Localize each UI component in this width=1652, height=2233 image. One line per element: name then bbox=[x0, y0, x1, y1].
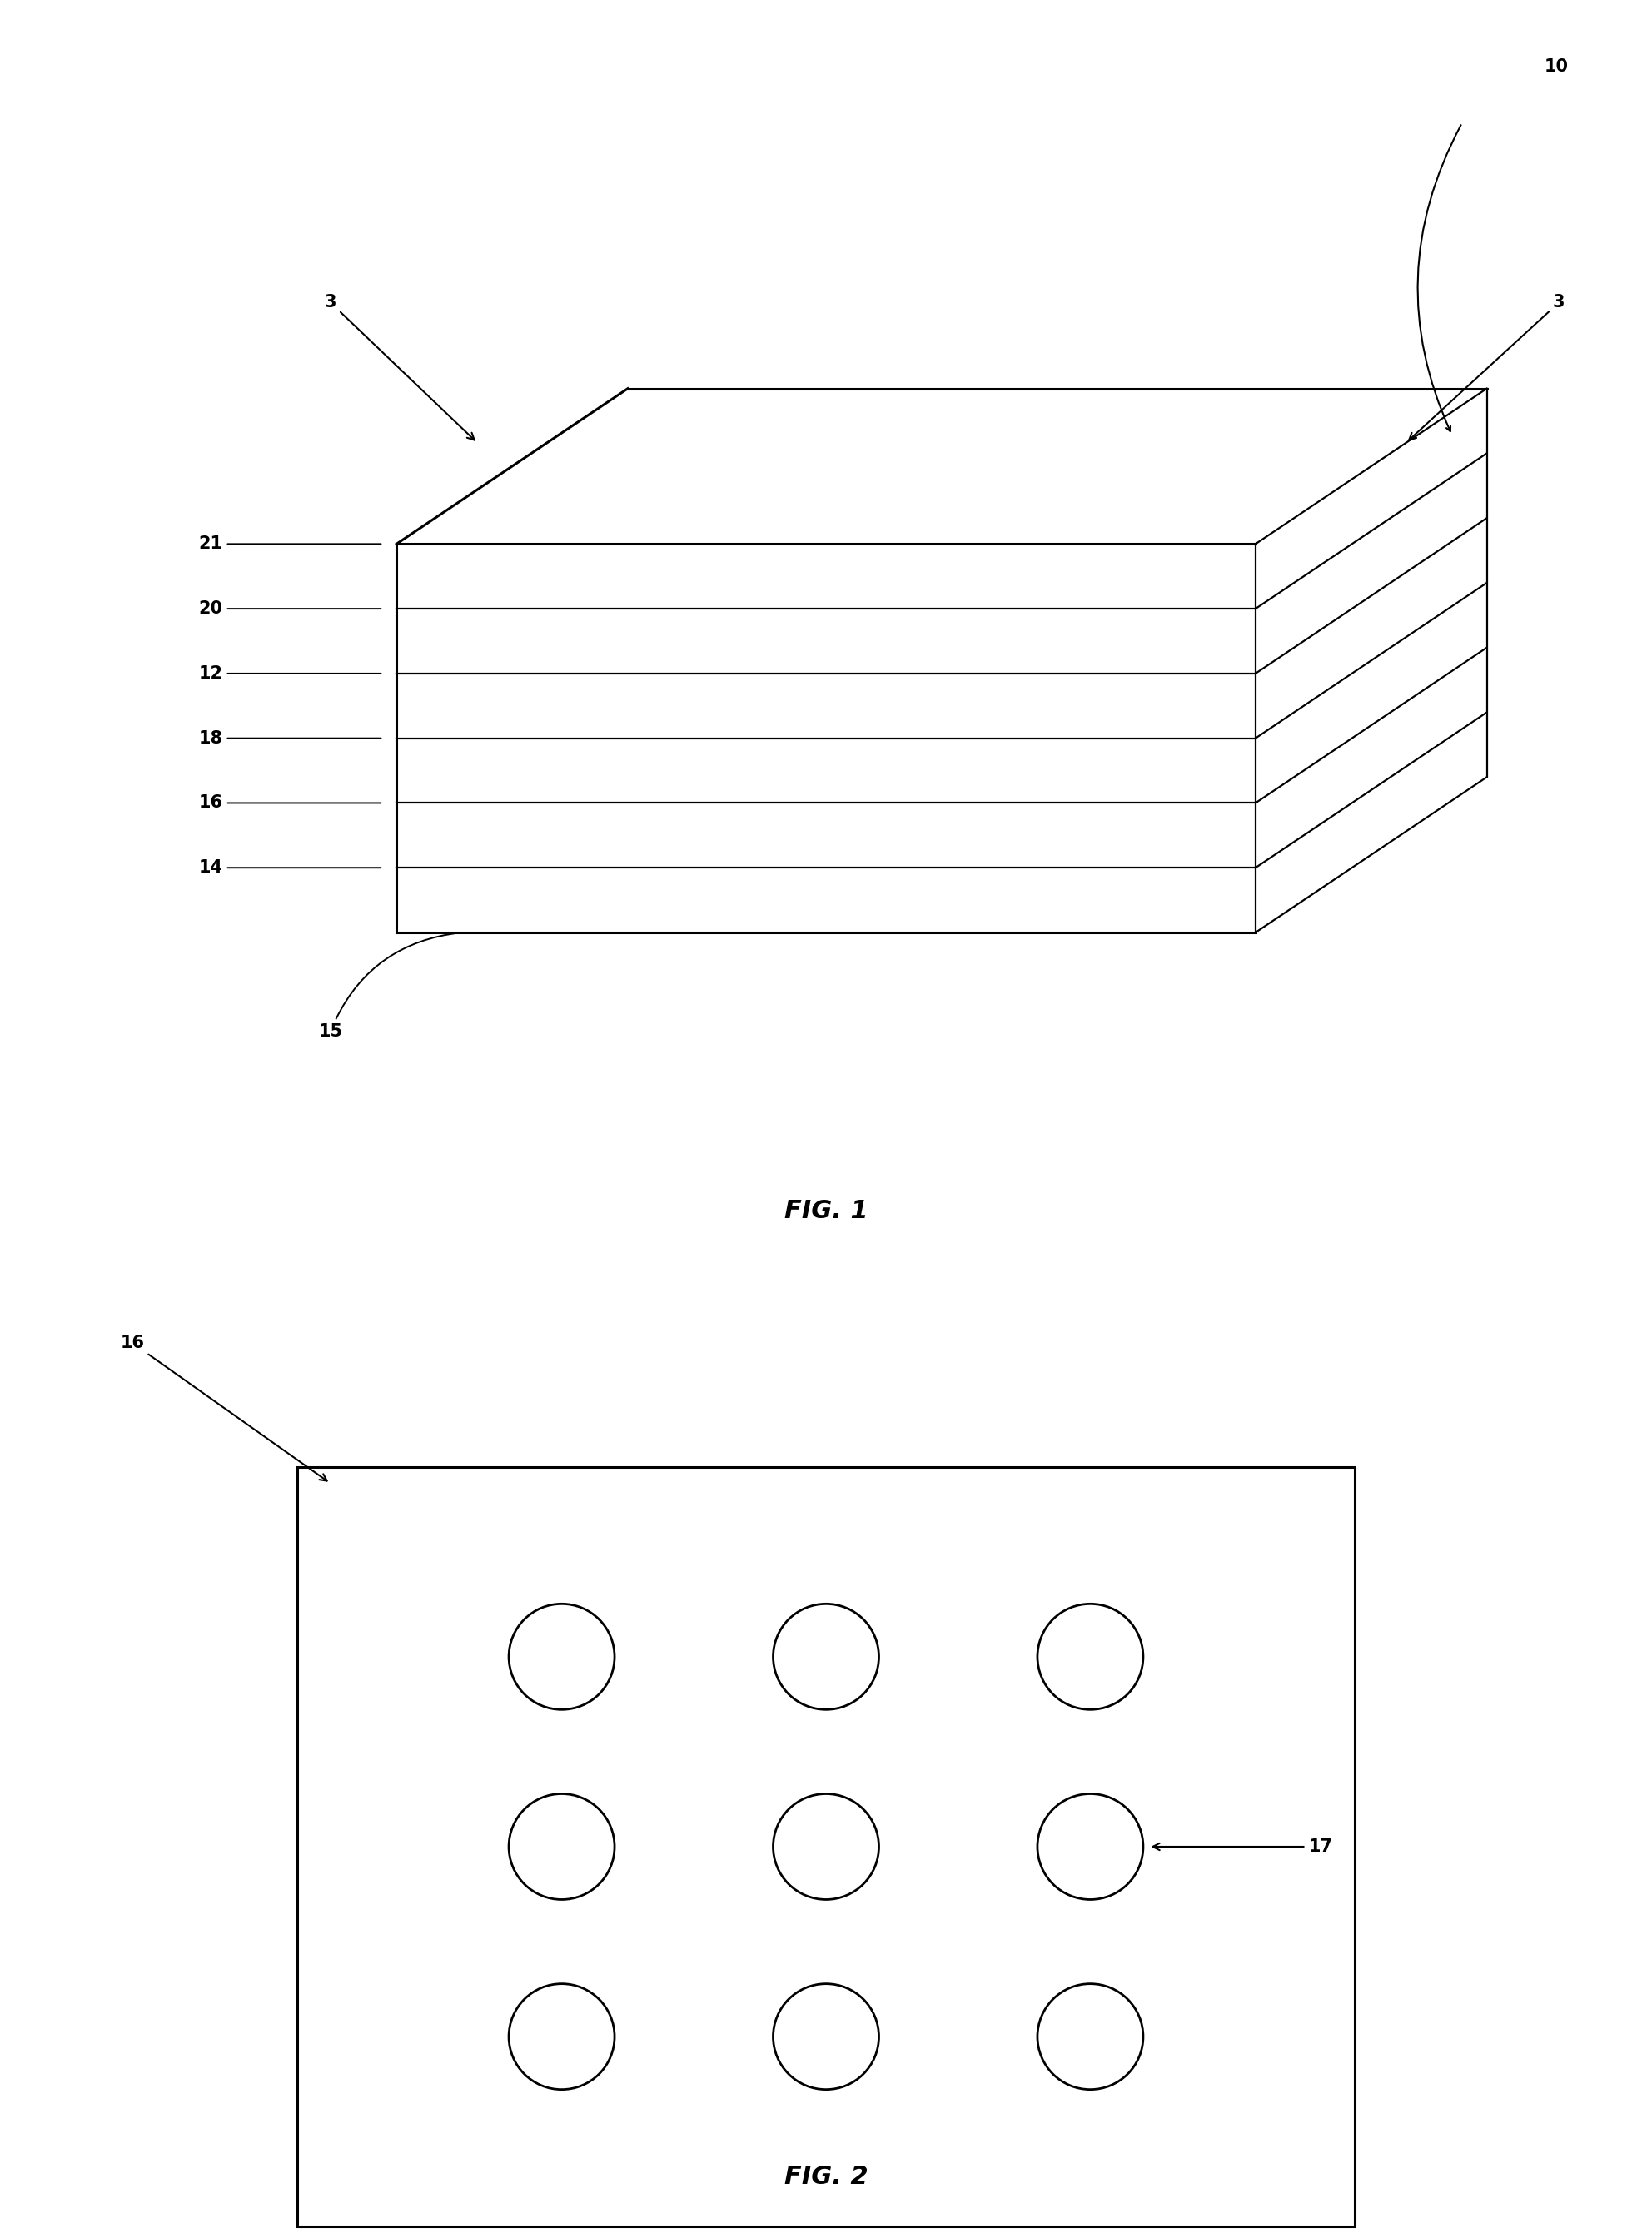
Text: 18: 18 bbox=[198, 730, 382, 746]
Text: 10: 10 bbox=[1545, 58, 1569, 76]
Text: 16: 16 bbox=[121, 1335, 327, 1480]
Text: 20: 20 bbox=[198, 601, 382, 616]
Text: 3: 3 bbox=[1409, 295, 1564, 440]
Text: 3: 3 bbox=[324, 295, 474, 440]
Text: 21: 21 bbox=[198, 536, 382, 552]
Text: 14: 14 bbox=[198, 860, 382, 875]
Text: FIG. 2: FIG. 2 bbox=[785, 2164, 867, 2188]
Text: 15: 15 bbox=[319, 933, 461, 1041]
Text: FIG. 1: FIG. 1 bbox=[785, 1199, 867, 1224]
Bar bbox=[297, 1467, 1355, 2226]
Text: 17: 17 bbox=[1153, 1838, 1333, 1856]
Text: 12: 12 bbox=[198, 665, 382, 681]
Text: 16: 16 bbox=[198, 795, 382, 811]
